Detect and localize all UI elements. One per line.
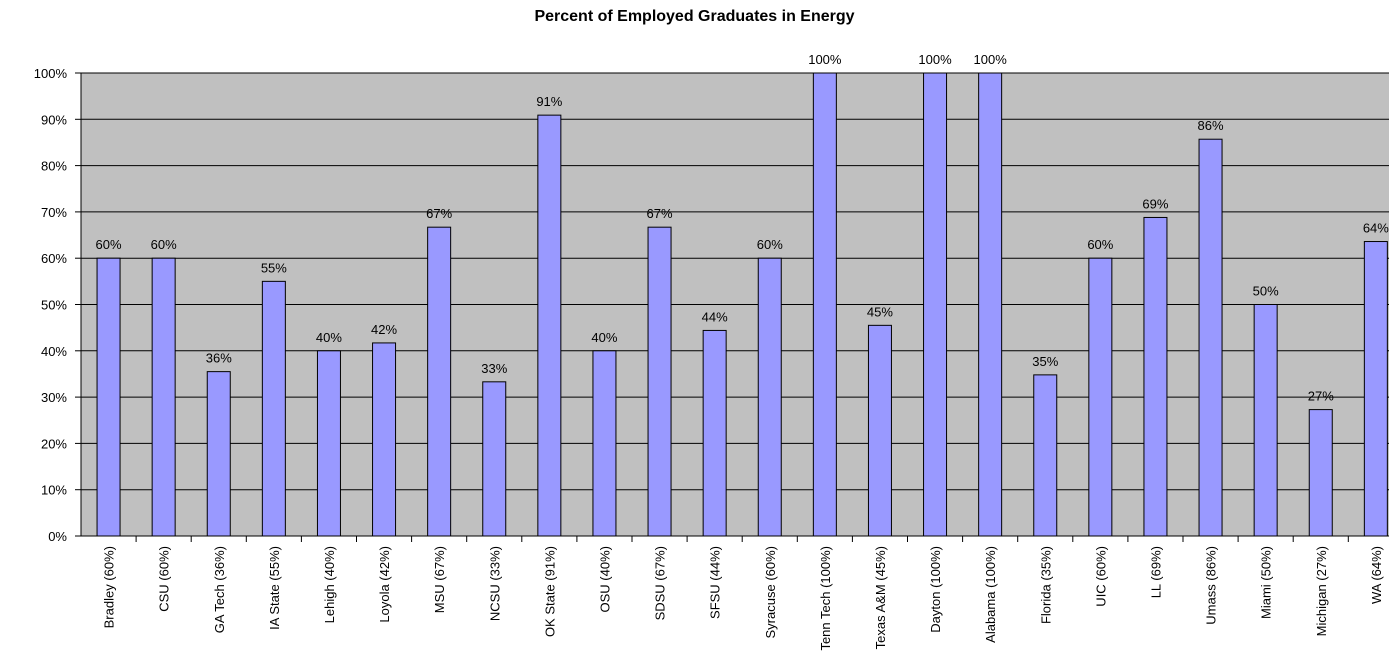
bar xyxy=(261,280,286,537)
x-category-label: SDSU (67%) xyxy=(653,546,668,620)
data-label: 100% xyxy=(808,52,842,67)
bar xyxy=(206,371,231,537)
bar xyxy=(537,114,562,537)
y-tick-label: 20% xyxy=(41,436,67,451)
x-category-label: WA (64%) xyxy=(1369,546,1384,604)
y-tick-label: 0% xyxy=(48,529,67,544)
bar xyxy=(757,257,782,537)
x-category-label: UIC (60%) xyxy=(1093,546,1108,607)
bar xyxy=(647,226,672,537)
bar xyxy=(96,257,121,537)
bar xyxy=(316,350,341,537)
data-label: 45% xyxy=(867,304,893,319)
x-category-label: CSU (60%) xyxy=(157,546,172,612)
data-label: 60% xyxy=(757,237,783,252)
chart-title: Percent of Employed Graduates in Energy xyxy=(534,8,855,25)
data-label: 33% xyxy=(481,361,507,376)
x-category-label: Bradley (60%) xyxy=(102,546,117,628)
y-tick-label: 40% xyxy=(41,344,67,359)
bar xyxy=(1033,374,1058,537)
x-category-label: OK State (91%) xyxy=(542,546,557,637)
bar xyxy=(151,257,176,537)
bar xyxy=(1363,241,1388,537)
data-label: 100% xyxy=(918,52,952,67)
gridlines xyxy=(81,72,1389,491)
data-label: 67% xyxy=(426,206,452,221)
y-tick-label: 90% xyxy=(41,112,67,127)
bar xyxy=(923,72,948,537)
y-tick-label: 50% xyxy=(41,298,67,313)
y-tick-label: 80% xyxy=(41,159,67,174)
y-tick-label: 60% xyxy=(41,251,67,266)
y-tick-label: 70% xyxy=(41,205,67,220)
bar xyxy=(702,329,727,537)
x-category-label: Tenn Tech (100%) xyxy=(818,546,833,651)
data-label: 36% xyxy=(206,351,232,366)
data-label: 40% xyxy=(591,330,617,345)
x-category-label: Loyola (42%) xyxy=(377,546,392,623)
data-label: 44% xyxy=(702,309,728,324)
y-tick-label: 30% xyxy=(41,390,67,405)
y-axis-ticks: 0% 10% 20% 30% 40% 50% 60% 70% 80% 90% 100% xyxy=(34,66,81,544)
x-category-label: Miami (50%) xyxy=(1259,546,1274,619)
x-category-label: Alabama (100%) xyxy=(983,546,998,643)
data-label: 50% xyxy=(1253,284,1279,299)
data-label: 91% xyxy=(536,94,562,109)
bar xyxy=(1253,304,1278,537)
x-category-label: Dayton (100%) xyxy=(928,546,943,633)
x-category-label: Lehigh (40%) xyxy=(322,546,337,623)
x-category-label: SFSU (44%) xyxy=(708,546,723,619)
bar xyxy=(812,72,837,537)
bar xyxy=(1143,216,1168,537)
data-label: 35% xyxy=(1032,354,1058,369)
bar xyxy=(1308,409,1333,537)
x-category-label: GA Tech (36%) xyxy=(212,546,227,633)
bar xyxy=(1088,257,1113,537)
data-label: 42% xyxy=(371,322,397,337)
x-category-label: Michigan (27%) xyxy=(1314,546,1329,636)
data-label: 100% xyxy=(974,52,1008,67)
x-category-label: Umass (86%) xyxy=(1204,546,1219,625)
data-label: 55% xyxy=(261,260,287,275)
bar xyxy=(867,324,892,537)
data-label: 27% xyxy=(1308,389,1334,404)
bar xyxy=(427,226,452,537)
bar xyxy=(482,381,507,537)
bar xyxy=(372,342,397,537)
bars xyxy=(96,72,1388,537)
x-category-label: Texas A&M (45%) xyxy=(873,546,888,649)
y-tick-label: 10% xyxy=(41,483,67,498)
x-category-label: Syracuse (60%) xyxy=(763,546,778,638)
data-label: 69% xyxy=(1142,196,1168,211)
data-label: 64% xyxy=(1363,221,1389,236)
x-category-label: IA State (55%) xyxy=(267,546,282,630)
data-label: 60% xyxy=(96,237,122,252)
x-category-label: MSU (67%) xyxy=(432,546,447,613)
data-label: 60% xyxy=(1087,237,1113,252)
data-label: 86% xyxy=(1198,118,1224,133)
bar xyxy=(1198,138,1223,537)
x-category-label: NCSU (33%) xyxy=(487,546,502,621)
x-category-label: LL (69%) xyxy=(1148,546,1163,598)
x-axis-category-labels: Bradley (60%) CSU (60%) GA Tech (36%) IA St… xyxy=(102,546,1384,651)
data-label: 40% xyxy=(316,330,342,345)
x-category-label: OSU (40%) xyxy=(597,546,612,612)
y-tick-label: 100% xyxy=(34,66,68,81)
data-label: 67% xyxy=(647,206,673,221)
bar xyxy=(978,72,1003,537)
data-labels: 60% 60% 36% 55% 40% 42% 67% 33% 91% 40% 67% 44% 60% 1… xyxy=(96,52,1389,404)
bar xyxy=(592,350,617,537)
data-label: 60% xyxy=(151,237,177,252)
x-category-label: Florida (35%) xyxy=(1038,546,1053,624)
